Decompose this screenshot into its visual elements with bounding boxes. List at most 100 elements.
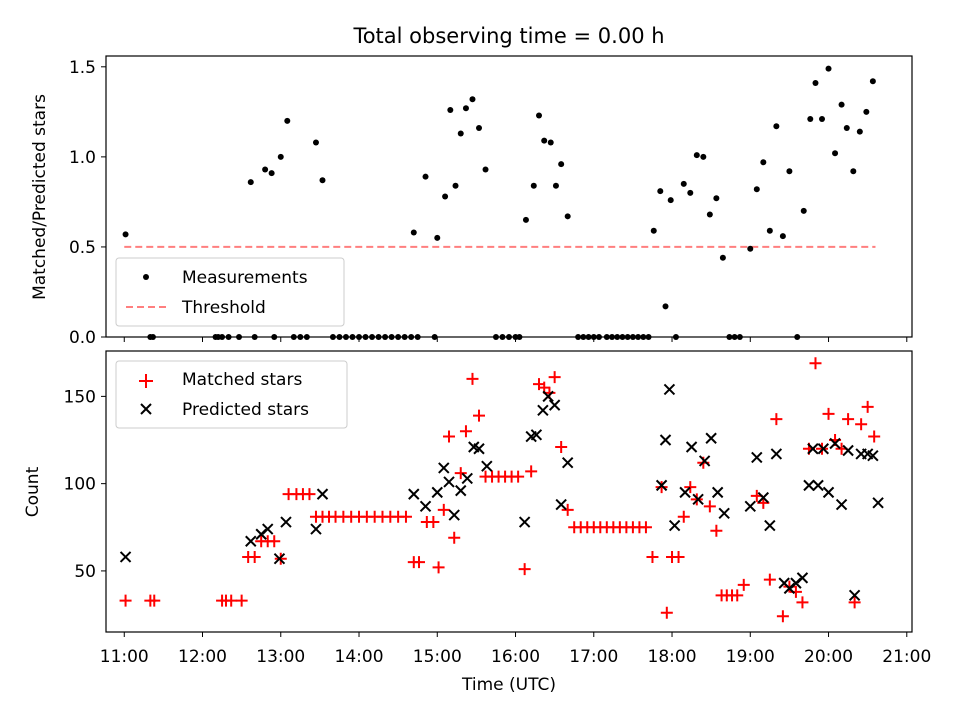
predicted-star-point [744, 500, 756, 513]
measurement-point [680, 180, 687, 187]
matched-star-point [303, 488, 316, 501]
matched-star-point [655, 481, 668, 494]
matched-star-point [225, 594, 238, 607]
x-tick-label: 12:00 [178, 647, 227, 667]
measurement-point [687, 189, 694, 196]
measurement-point [779, 233, 786, 240]
measurement-point [277, 153, 284, 160]
predicted-star-point [842, 444, 854, 457]
predicted-star-point [668, 519, 681, 532]
measurement-point [747, 245, 754, 252]
measurement-point [268, 170, 275, 177]
predicted-star-point [872, 497, 884, 509]
predicted-star-point [448, 509, 460, 521]
matched-star-point [473, 409, 486, 422]
measurement-point [476, 125, 483, 132]
predicted-star-point [408, 488, 420, 500]
top-y-ticks: 0.0 0.5 1.0 1.5 [69, 58, 106, 348]
matched-star-point [448, 531, 461, 544]
measurement-point [753, 186, 760, 193]
measurement-point [284, 117, 291, 124]
measurement-point [773, 123, 780, 130]
matched-star-point [796, 596, 809, 609]
predicted-star-point [679, 486, 691, 499]
matched-star-point [770, 413, 783, 426]
x-tick-label: 18:00 [648, 647, 697, 667]
matched-star-point [555, 440, 568, 453]
measurement-point [766, 227, 773, 234]
predicted-star-point [316, 488, 329, 500]
measurement-point [863, 108, 870, 115]
predicted-star-point [443, 476, 455, 488]
top-legend-box [115, 257, 345, 327]
matched-star-point [437, 503, 450, 516]
predicted-star-point [692, 493, 704, 506]
bottom-axes-frame [105, 350, 913, 633]
measurement-point [482, 166, 489, 173]
measurement-point [552, 182, 559, 189]
top-y-tick-label: 1.0 [69, 148, 96, 168]
top-panel: 0.0 0.5 1.0 1.5 Matched/Predicted stars Mea… [30, 55, 913, 348]
matched-star-point [443, 430, 456, 443]
predicted-star-point [655, 479, 668, 492]
measurement-point [434, 234, 441, 241]
matched-star-point [561, 503, 574, 516]
measurement-point [800, 207, 807, 214]
top-legend: Measurements Threshold [115, 257, 345, 327]
matched-star-point [822, 407, 835, 420]
x-tick-label: 13:00 [256, 647, 305, 667]
predicted-star-point [822, 486, 835, 499]
matched-star-point [646, 550, 659, 563]
measurement-point [442, 193, 449, 200]
measurement-point [410, 229, 417, 236]
predicted-star-point [698, 455, 711, 467]
predicted-star-point [119, 551, 132, 563]
predicted-star-point [518, 516, 531, 528]
predicted-star-point [751, 451, 763, 464]
bottom-legend: Matched stars Predicted stars [115, 360, 348, 429]
x-tick-label: 17:00 [569, 647, 618, 667]
matched-star-point [518, 563, 531, 576]
predicted-star-point [685, 441, 698, 453]
matched-star-point [148, 594, 161, 607]
measurement-point [825, 65, 832, 72]
predicted-star-point [310, 523, 322, 535]
predicted-star-point [807, 443, 819, 455]
measurement-point [541, 137, 548, 144]
predicted-star-point [542, 390, 554, 403]
predicted-star-point [812, 479, 824, 492]
predicted-star-point [711, 486, 724, 499]
measurement-point [547, 139, 554, 146]
matched-star-point [684, 481, 697, 494]
predicted-star-point [473, 443, 485, 455]
measurement-point [122, 231, 129, 238]
matched-star-point [855, 418, 868, 431]
predicted-star-point [718, 507, 730, 520]
matched-star-point [459, 425, 472, 438]
predicted-star-point [530, 429, 543, 441]
predicted-star-point [848, 589, 861, 602]
matched-star-point [672, 550, 685, 563]
predicted-star-point [764, 519, 776, 532]
measurement-point [719, 254, 726, 261]
matched-star-point [119, 594, 132, 607]
predicted-star-point [455, 484, 467, 497]
predicted-star-point [829, 437, 841, 450]
predicted-star-point [817, 443, 830, 455]
predicted-star-point [431, 486, 443, 499]
measurement-point [312, 139, 319, 146]
matched-star-point [454, 467, 467, 480]
x-tick-label: 15:00 [413, 647, 462, 667]
measurement-point [713, 195, 720, 202]
bottom-plot-area [119, 357, 884, 623]
legend-matched-label: Matched stars [182, 370, 302, 390]
predicted-star-point [705, 432, 717, 444]
measurement-point [319, 177, 326, 184]
measurement-point [462, 105, 469, 112]
measurement-point [786, 168, 793, 175]
predicted-star-point [796, 572, 809, 584]
top-y-axis-label: Matched/Predicted stars [30, 94, 50, 300]
matched-star-point [427, 516, 440, 529]
measurement-point [564, 213, 571, 220]
predicted-star-point [803, 479, 815, 492]
